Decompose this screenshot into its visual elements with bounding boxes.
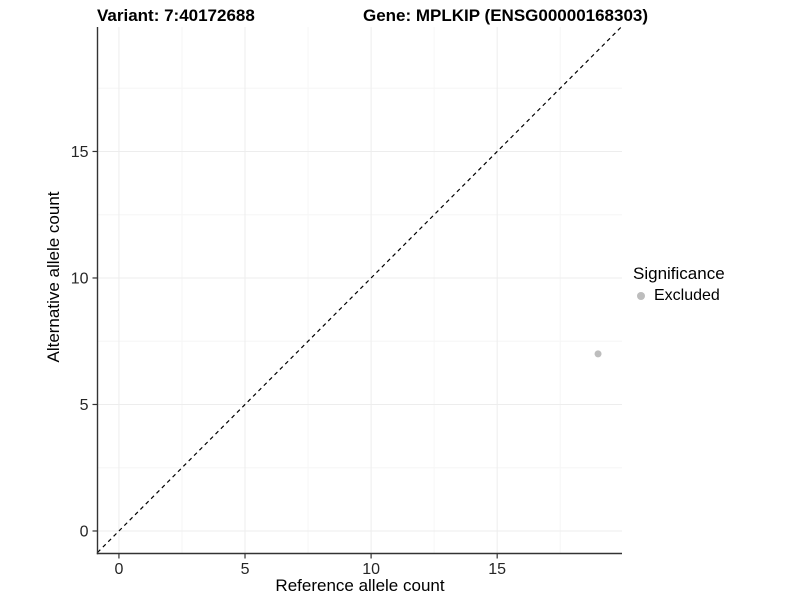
x-axis-title: Reference allele count bbox=[275, 576, 445, 595]
y-tick-label: 5 bbox=[80, 397, 89, 414]
x-tick-label: 10 bbox=[362, 561, 380, 578]
y-tick-label: 15 bbox=[71, 144, 89, 161]
legend: Significance Excluded bbox=[633, 264, 725, 305]
x-tick-label: 0 bbox=[114, 561, 123, 578]
x-tick-label: 5 bbox=[241, 561, 250, 578]
excluded-point-icon bbox=[637, 292, 645, 300]
legend-item-label: Excluded bbox=[654, 287, 720, 304]
y-axis-title: Alternative allele count bbox=[44, 191, 63, 363]
y-tick-label: 10 bbox=[71, 271, 89, 288]
y-tick-label: 0 bbox=[80, 524, 89, 541]
legend-item-excluded: Excluded bbox=[633, 287, 725, 305]
legend-title: Significance bbox=[633, 264, 725, 283]
identity-line bbox=[97, 26, 622, 553]
data-point bbox=[594, 350, 602, 358]
gene-title: Gene: MPLKIP (ENSG00000168303) bbox=[363, 6, 649, 25]
variant-title: Variant: 7:40172688 bbox=[97, 6, 255, 25]
x-tick-label: 15 bbox=[488, 561, 506, 578]
